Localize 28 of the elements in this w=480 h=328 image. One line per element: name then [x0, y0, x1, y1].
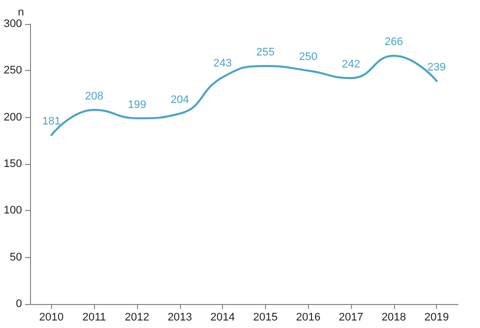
x-tick-label: 2010: [39, 312, 64, 324]
y-tick-label: 100: [4, 204, 22, 217]
y-tick-label: 50: [10, 251, 22, 264]
x-tick-label: 2014: [210, 312, 235, 324]
data-label: 239: [427, 61, 446, 74]
y-tick-label: 200: [4, 111, 22, 124]
y-tick-label: 250: [4, 64, 22, 77]
x-tick-label: 2016: [296, 312, 320, 324]
data-label: 243: [213, 58, 232, 70]
data-label: 181: [42, 116, 61, 128]
data-label: 242: [342, 58, 360, 71]
x-tick-label: 2013: [168, 312, 192, 324]
data-label: 266: [384, 36, 403, 48]
data-label: 204: [170, 94, 189, 106]
x-tick-label: 2017: [338, 312, 364, 324]
y-tick-label: 0: [16, 298, 22, 310]
y-tick-label: 300: [4, 18, 22, 30]
x-tick-label: 2015: [253, 312, 278, 324]
x-tick-label: 2019: [424, 312, 449, 324]
y-tick-label: 150: [4, 158, 22, 170]
x-tick-label: 2018: [382, 312, 406, 324]
x-tick-label: 2011: [82, 312, 106, 324]
data-label: 199: [128, 98, 146, 111]
y-axis-title: n: [18, 6, 24, 18]
data-label: 255: [256, 46, 275, 58]
data-label: 250: [299, 51, 318, 64]
data-label: 208: [85, 90, 104, 102]
x-tick-label: 2012: [124, 312, 150, 324]
